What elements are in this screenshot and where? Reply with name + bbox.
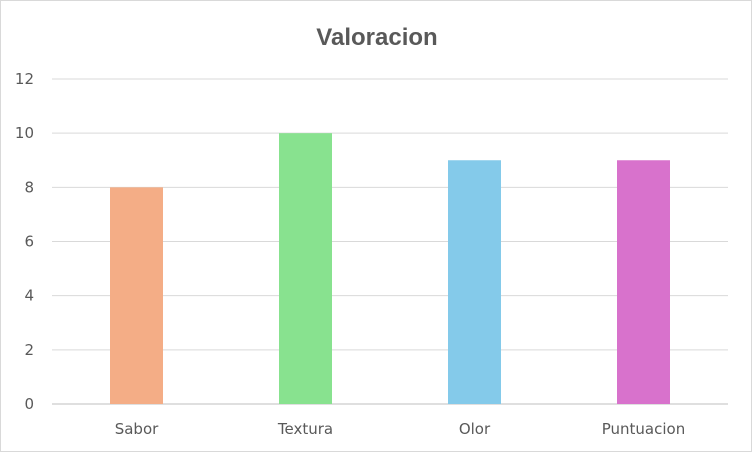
y-axis: 0 2 4 6 8 10 12: [15, 70, 34, 413]
bar-textura: [279, 133, 332, 404]
x-category-label: Olor: [459, 420, 491, 438]
bar-olor: [448, 160, 501, 404]
y-tick-label: 6: [24, 233, 34, 251]
bar-sabor: [110, 187, 163, 404]
chart-title: Valoracion: [316, 24, 437, 51]
y-tick-label: 8: [24, 178, 34, 196]
y-tick-label: 10: [15, 124, 34, 142]
y-tick-label: 0: [24, 395, 34, 413]
gridlines: [52, 78, 728, 405]
y-tick-label: 12: [15, 70, 34, 88]
x-category-label: Sabor: [115, 420, 159, 438]
bars: [110, 133, 670, 404]
y-tick-label: 2: [24, 341, 34, 359]
x-category-label: Puntuacion: [602, 420, 685, 438]
x-axis: Sabor Textura Olor Puntuacion: [115, 420, 686, 438]
bar-puntuacion: [617, 160, 670, 404]
y-tick-label: 4: [24, 287, 34, 305]
x-category-label: Textura: [277, 420, 333, 438]
